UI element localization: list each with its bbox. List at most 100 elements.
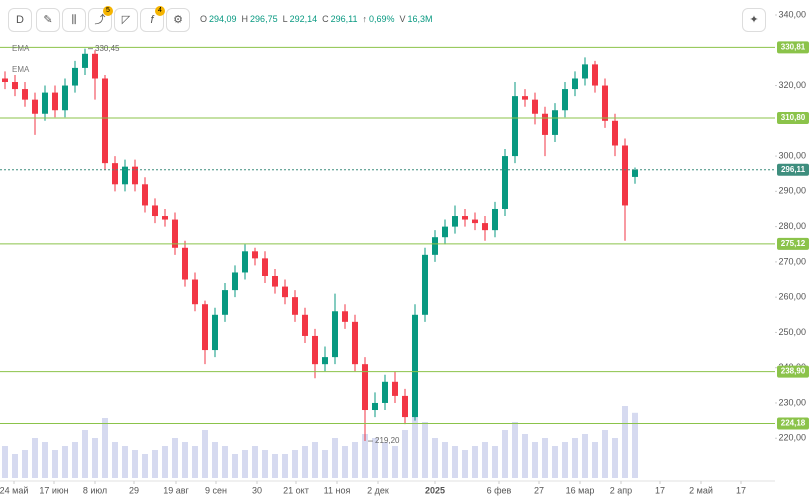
- candle-body: [392, 381, 398, 396]
- indicator-label: EMA: [12, 65, 30, 74]
- level-tag: [777, 237, 809, 250]
- candle-body: [62, 85, 68, 111]
- quote-key: C: [322, 14, 329, 24]
- candle-body: [202, 304, 208, 351]
- x-tick-label: 8 июл: [83, 485, 107, 495]
- candle-body: [282, 286, 288, 298]
- candle-body: [162, 216, 168, 220]
- candle-body: [192, 279, 198, 305]
- x-tick-label: 2 дек: [367, 485, 389, 495]
- x-tick-label: 2025: [425, 485, 445, 495]
- volume-bar: [222, 446, 228, 478]
- candle-body: [82, 53, 88, 68]
- volume-bar: [332, 438, 338, 478]
- indicators-button[interactable]: f: [140, 8, 164, 32]
- volume-bar: [272, 454, 278, 478]
- candle-body: [242, 251, 248, 273]
- x-tick-label: 11 ноя: [324, 485, 351, 495]
- x-tick-label: 2 апр: [610, 485, 632, 495]
- quote-value: 296,75: [250, 14, 278, 24]
- candle-body: [632, 169, 638, 177]
- candle-body: [102, 78, 108, 164]
- candle-body: [572, 78, 578, 90]
- level-label: 310,80: [781, 113, 806, 122]
- volume-bar: [72, 442, 78, 478]
- candle-body: [172, 219, 178, 248]
- candle-body: [92, 53, 98, 79]
- y-tick-label: 280,00: [778, 221, 806, 231]
- candle-body: [602, 85, 608, 121]
- volume-bar: [412, 398, 418, 478]
- volume-bar: [202, 430, 208, 478]
- level-tag: [777, 417, 809, 430]
- volume-bar: [312, 442, 318, 478]
- x-tick-label: 19 авг: [163, 485, 189, 495]
- volume-bar: [12, 454, 18, 478]
- last-price-label: 296,11: [781, 165, 806, 174]
- badge: 4: [155, 6, 165, 16]
- badge: 5: [103, 6, 113, 16]
- volume-bar: [172, 438, 178, 478]
- volume-bar: [52, 450, 58, 478]
- candle-body: [592, 64, 598, 86]
- volume-bar: [502, 430, 508, 478]
- y-tick-label: 230,00: [778, 397, 806, 407]
- chart-type-button[interactable]: ⫼: [62, 8, 86, 32]
- ai-button[interactable]: ✦: [742, 8, 766, 32]
- x-tick-label: 30: [252, 485, 262, 495]
- volume-bar: [262, 450, 268, 478]
- volume-bar: [482, 442, 488, 478]
- shapes-button[interactable]: ◸: [114, 8, 138, 32]
- settings-button[interactable]: ⚙: [166, 8, 190, 32]
- volume-bar: [612, 438, 618, 478]
- candle-body: [612, 120, 618, 146]
- quote: O 294,09 H 296,75 L 292,14 C 296,11 ↑ 0,69% V 16,3M: [200, 14, 438, 24]
- quote-value: 16,3M: [407, 14, 433, 24]
- volume-bar: [492, 446, 498, 478]
- candle-body: [312, 335, 318, 365]
- candle-body: [532, 99, 538, 114]
- volume-bar: [342, 446, 348, 478]
- volume-bar: [382, 442, 388, 478]
- draw-button[interactable]: ✎: [36, 8, 60, 32]
- candle-body: [552, 110, 558, 135]
- volume-bar: [112, 442, 118, 478]
- volume-bar: [582, 434, 588, 478]
- candle-body: [472, 219, 478, 224]
- interval-button[interactable]: D: [8, 8, 32, 32]
- volume-bar: [152, 450, 158, 478]
- candle-body: [252, 251, 258, 259]
- quote-key: V: [399, 14, 406, 24]
- candle-body: [22, 89, 28, 100]
- candle-body: [2, 78, 8, 83]
- level-label: 330,81: [781, 43, 806, 52]
- volume-bar: [522, 434, 528, 478]
- candle-body: [422, 254, 428, 315]
- candle-body: [382, 381, 388, 403]
- volume-bar: [92, 438, 98, 478]
- y-tick-label: 320,00: [778, 80, 806, 90]
- volume-bar: [292, 450, 298, 478]
- volume-bar: [162, 446, 168, 478]
- volume-bar: [422, 422, 428, 478]
- candle-body: [182, 247, 188, 280]
- volume-bar: [252, 446, 258, 478]
- volume-bar: [122, 446, 128, 478]
- level-tag: [777, 365, 809, 378]
- volume-bar: [182, 442, 188, 478]
- candle-body: [352, 321, 358, 365]
- x-tick-label: 27: [534, 485, 544, 495]
- quote-key: L: [282, 14, 288, 24]
- volume-bar: [432, 438, 438, 478]
- quote-key: H: [241, 14, 249, 24]
- candle-body: [152, 205, 158, 217]
- volume-bar: [542, 438, 548, 478]
- y-tick-label: 220,00: [778, 433, 806, 443]
- candle-body: [262, 258, 268, 276]
- quote-key: ↑: [362, 14, 367, 24]
- candle-body: [112, 163, 118, 185]
- volume-bar: [442, 442, 448, 478]
- candle-body: [622, 145, 628, 206]
